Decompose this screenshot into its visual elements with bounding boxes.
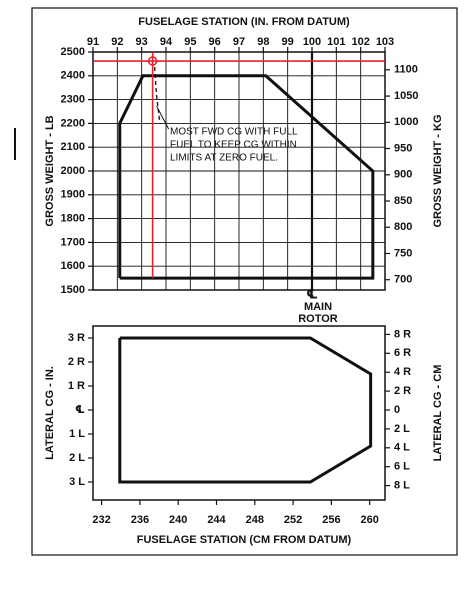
x-tick-label: 99 (282, 36, 294, 48)
y-axis-title: LATERAL CG - IN. (44, 366, 56, 460)
annotation: LIMITS AT ZERO FUEL. (170, 153, 278, 164)
annotation: MOST FWD CG WITH FULL (170, 127, 298, 138)
y-tick-label: 2000 (61, 165, 85, 177)
y2-tick-label: 850 (394, 195, 412, 207)
x-axis-title: FUSELAGE STATION (CM FROM DATUM) (137, 534, 352, 546)
y-tick-label: 2300 (61, 94, 85, 106)
y-axis-title: GROSS WEIGHT - LB (44, 115, 56, 226)
y2-tick-label: 700 (394, 274, 412, 286)
y2-tick-label: 8 L (394, 479, 410, 491)
y-tick-label: 1 L (69, 428, 85, 440)
y-tick-label: 3 R (68, 332, 85, 344)
y2-tick-label: 6 R (394, 347, 411, 359)
y-tick-label: 2 L (69, 452, 85, 464)
y-tick-label: ℄ (75, 404, 85, 416)
x-tick-label: 96 (209, 36, 221, 48)
x-tick-label: 256 (322, 514, 340, 526)
x-tick-label: 103 (376, 36, 394, 48)
cg-marker (147, 56, 158, 66)
y-tick-label: 2 R (68, 356, 85, 368)
y2-tick-label: 1000 (394, 116, 418, 128)
x-tick-label: 232 (92, 514, 110, 526)
y2-tick-label: 1100 (394, 64, 418, 76)
x-tick-label: 102 (351, 36, 369, 48)
x-tick-label: 240 (169, 514, 187, 526)
x-tick-label: 94 (160, 36, 173, 48)
y2-tick-label: 6 L (394, 461, 410, 473)
y2-tick-label: 900 (394, 169, 412, 181)
y-tick-label: 1 R (68, 380, 85, 392)
y-tick-label: 2500 (61, 46, 85, 58)
annotation: FUEL TO KEEP CG WITHIN (170, 140, 297, 151)
y2-tick-label: 2 L (394, 423, 410, 435)
x-axis-title: FUSELAGE STATION (IN. FROM DATUM) (138, 16, 350, 28)
y-tick-label: 1600 (61, 260, 85, 272)
x-tick-label: 98 (257, 36, 269, 48)
y2-tick-label: 8 R (394, 328, 411, 340)
x-tick-label: 97 (233, 36, 245, 48)
y-tick-label: 2400 (61, 70, 85, 82)
x-tick-label: 91 (87, 36, 99, 48)
rotor-mast-label: MAIN (304, 301, 332, 313)
y-tick-label: 1500 (61, 284, 85, 296)
x-tick-label: 93 (136, 36, 148, 48)
x-tick-label: 95 (184, 36, 196, 48)
y2-tick-label: 950 (394, 142, 412, 154)
y2-tick-label: 2 R (394, 385, 411, 397)
y2-tick-label: 1050 (394, 90, 418, 102)
y2-tick-label: 4 R (394, 366, 411, 378)
leader-line (153, 66, 161, 122)
y2-tick-label: 0 (394, 404, 400, 416)
y2-tick-label: 800 (394, 221, 412, 233)
rotor-mast-symbol: ℄ (306, 286, 318, 301)
leader-line (156, 105, 170, 130)
y-tick-label: 1900 (61, 189, 85, 201)
x-tick-label: 236 (131, 514, 149, 526)
x-tick-label: 92 (111, 36, 123, 48)
y-tick-label: 3 L (69, 476, 85, 488)
x-tick-label: 248 (246, 514, 264, 526)
y-tick-label: 2100 (61, 141, 85, 153)
x-tick-label: 101 (327, 36, 345, 48)
envelope-line (118, 336, 373, 484)
y-tick-label: 1800 (61, 213, 85, 225)
x-tick-label: 244 (207, 514, 226, 526)
plot-frame (92, 325, 386, 501)
rotor-mast-label: ROTOR (298, 313, 338, 325)
x-tick-label: 252 (284, 514, 302, 526)
y2-tick-label: 750 (394, 247, 412, 259)
y2-tick-label: 4 L (394, 442, 410, 454)
y-tick-label: 2200 (61, 117, 85, 129)
y-tick-label: 1700 (61, 236, 85, 248)
x-tick-label: 100 (303, 36, 321, 48)
y2-axis-title: LATERAL CG - CM (432, 365, 444, 462)
y2-axis-title: GROSS WEIGHT - KG (432, 114, 444, 227)
envelope-line (118, 74, 375, 280)
x-tick-label: 260 (361, 514, 379, 526)
outer-frame (31, 7, 458, 556)
